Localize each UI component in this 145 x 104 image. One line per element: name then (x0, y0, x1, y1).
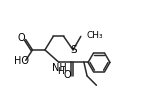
Text: H: H (57, 67, 64, 76)
Text: S: S (70, 45, 77, 55)
Text: O: O (18, 33, 26, 43)
Text: HO: HO (13, 56, 29, 66)
Text: O: O (64, 70, 71, 80)
Text: CH₃: CH₃ (87, 31, 103, 40)
Text: NH: NH (52, 63, 67, 73)
